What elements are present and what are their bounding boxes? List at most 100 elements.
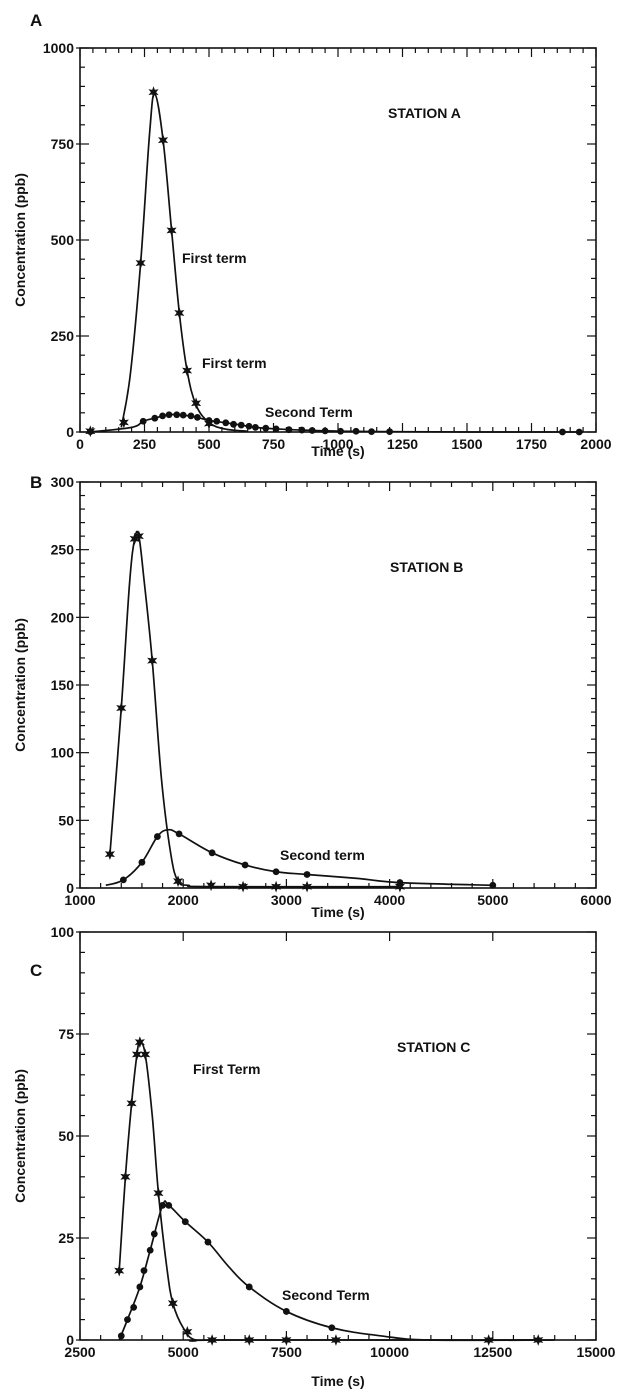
panel-b-series-second-term-dot-point xyxy=(489,881,497,889)
panel-b-series-second-term-dot-point xyxy=(208,849,216,857)
panel-a-y-tick-label: 0 xyxy=(66,424,74,440)
panel-a-series-second-term-dot-point xyxy=(179,411,187,419)
panel-b-series-first-term-star-point xyxy=(205,879,217,892)
panel-b-y-axis-label: Concentration (ppb) xyxy=(12,618,28,752)
panel-b-series-first-term-line xyxy=(109,530,400,888)
panel-c-series-second-term-label: Second Term xyxy=(282,1287,370,1303)
panel-a-series-second-term-dot-point xyxy=(368,428,375,436)
panel-a-series-second-term-dot-point xyxy=(86,428,94,436)
panel-b-station-label: STATION B xyxy=(390,559,463,575)
panel-a-y-axis-label: Concentration (ppb) xyxy=(12,173,28,307)
panel-a-series-second-term-dot-point xyxy=(222,419,230,427)
panel-c-series-first-term-star-point xyxy=(244,1334,255,1346)
panel-c-station-label: STATION C xyxy=(397,1039,470,1055)
panel-b-series-second-term-dot-point xyxy=(154,833,161,840)
panel-c-y-tick-label: 50 xyxy=(58,1128,74,1144)
panel-a-y-tick-label: 1000 xyxy=(43,40,74,56)
panel-c-x-axis-label: Time (s) xyxy=(311,1373,364,1389)
panel-a-series-second-term-dot-point xyxy=(559,428,566,436)
panel-a-series-first-term-star-point xyxy=(191,397,202,410)
panel-b-y-tick-label: 200 xyxy=(51,609,75,625)
panel-b-series-second-term-dot-point xyxy=(396,879,404,886)
panel-a-series-second-term-dot-point xyxy=(321,427,329,435)
panel-c-series-first-term-star-point xyxy=(140,1048,151,1061)
panel-b-y-tick-label: 150 xyxy=(51,677,75,693)
panel-b-series-second-term-dot-point xyxy=(119,876,127,884)
panel-a-series-first-term-star-point xyxy=(135,257,146,269)
panel-b-series-first-term-star-point xyxy=(104,848,116,861)
panel-b-x-tick-label: 5000 xyxy=(477,892,508,908)
panel-b-series-first-term-star-point xyxy=(133,530,144,542)
panel-c-series-second-term-dot-point xyxy=(181,1218,189,1226)
panel-b-plot-frame xyxy=(79,481,597,889)
panel-a-series-second-term-dot-point xyxy=(213,417,221,425)
panel-b-x-tick-label: 2000 xyxy=(168,892,199,908)
panel-a-series-first-term-star-point xyxy=(148,86,159,99)
panel-c-series-second-term-dot-point xyxy=(136,1283,144,1291)
panel-a-series-second-term-dot-point xyxy=(230,420,237,428)
panel-c-x-tick-label: 12500 xyxy=(473,1344,512,1360)
panel-c-series-second-term-dot-point xyxy=(140,1267,148,1275)
panel-a-series-second-term-dot-point xyxy=(252,423,259,431)
panel-a-series-second-term-label: Second Term xyxy=(265,404,353,420)
panel-c-x-tick-label: 10000 xyxy=(370,1344,409,1360)
panel-b-series-first-term-star-point xyxy=(237,880,249,893)
panel-a-x-tick-label: 500 xyxy=(197,436,221,452)
panel-b-x-tick-label: 3000 xyxy=(271,892,302,908)
panel-c-series-first-term-star-point xyxy=(114,1264,125,1277)
panel-a-x-tick-label: 1000 xyxy=(322,436,353,452)
panel-c-series-first-term-star-point xyxy=(330,1334,342,1346)
panel-b-x-tick-label: 1000 xyxy=(64,892,95,908)
panel-b-y-tick-label: 250 xyxy=(51,542,75,558)
panel-a-series-first-term-star-point xyxy=(118,416,129,429)
panel-c-series-second-term-dot-point xyxy=(130,1303,138,1311)
panel-c-x-tick-label: 5000 xyxy=(168,1344,199,1360)
panel-c-x-tick-label: 15000 xyxy=(577,1344,616,1360)
panel-b-series-second-term-label: Second term xyxy=(280,847,365,863)
panel-b-x-tick-label: 6000 xyxy=(580,892,611,908)
panel-c-series-second-term-dot-point xyxy=(245,1283,253,1291)
panel-b-x-tick-label: 4000 xyxy=(374,892,405,908)
panel-a-series-second-term-dot-point xyxy=(165,411,173,419)
panel-c-series-second-term-dot-point xyxy=(146,1246,154,1254)
panel-c-series-first-term-star-point xyxy=(207,1334,218,1346)
panel-a-series-second-term-dot-point xyxy=(262,424,270,432)
panel-a-series-second-term-dot-point xyxy=(285,426,293,434)
panel-c-series-first-term-star-point xyxy=(126,1097,137,1110)
panel-a-series-second-term-dot-point xyxy=(337,427,344,435)
panel-c-series-first-term-star-point xyxy=(131,1048,143,1061)
panel-b-series-first-term-star-point xyxy=(116,702,127,714)
panel-b-letter: B xyxy=(30,473,42,492)
panel-a-y-tick-label: 250 xyxy=(51,328,75,344)
panel-c-y-tick-label: 75 xyxy=(58,1026,74,1042)
panel-a-y-tick-label: 750 xyxy=(51,136,75,152)
panel-a-series-second-term-dot-point xyxy=(272,425,280,433)
panel-a-series-first-term-star-point xyxy=(166,224,177,237)
panel-a-series-second-term-dot-point xyxy=(205,417,213,424)
panel-c-series-second-term-dot-point xyxy=(159,1201,166,1209)
panel-c-series-second-term-dot-point xyxy=(165,1201,173,1209)
panel-a-series-second-term-dot-point xyxy=(245,422,253,430)
panel-a-series-second-term-dot-point xyxy=(187,412,195,420)
panel-c-series-first-term-star-point xyxy=(120,1170,131,1183)
panel-c-series-second-term-dot-point xyxy=(124,1316,131,1323)
panel-c-x-tick-label: 2500 xyxy=(64,1344,95,1360)
panel-a-series-first-term-label: First term xyxy=(182,250,247,266)
panel-a-series-second-term-dot-point xyxy=(575,428,583,436)
panel-b-series-second-term-dot-point xyxy=(241,861,249,869)
panel-c-series-first-term-star-point xyxy=(281,1334,292,1346)
panel-a-series-second-term-dot-point xyxy=(352,427,360,435)
panel-c-y-tick-label: 25 xyxy=(58,1230,74,1246)
panel-b-y-tick-label: 50 xyxy=(58,812,74,828)
panel-a-x-tick-label: 1500 xyxy=(451,436,482,452)
panel-b-series-second-term-dot-point xyxy=(272,868,280,876)
panel-a-x-tick-label: 0 xyxy=(76,436,84,452)
panel-a-series-second-term-dot-point xyxy=(193,414,201,421)
panel-c-series-first-term-star-point xyxy=(153,1187,164,1199)
panel-b-series-first-term-star-point xyxy=(172,875,184,888)
panel-c-series-second-term-dot-point xyxy=(117,1332,125,1340)
panel-a-series-second-term-dot-point xyxy=(173,411,181,419)
panel-a-series-second-term-dot-point xyxy=(237,421,245,429)
panel-b-series-second-term-dot-point xyxy=(138,858,146,866)
